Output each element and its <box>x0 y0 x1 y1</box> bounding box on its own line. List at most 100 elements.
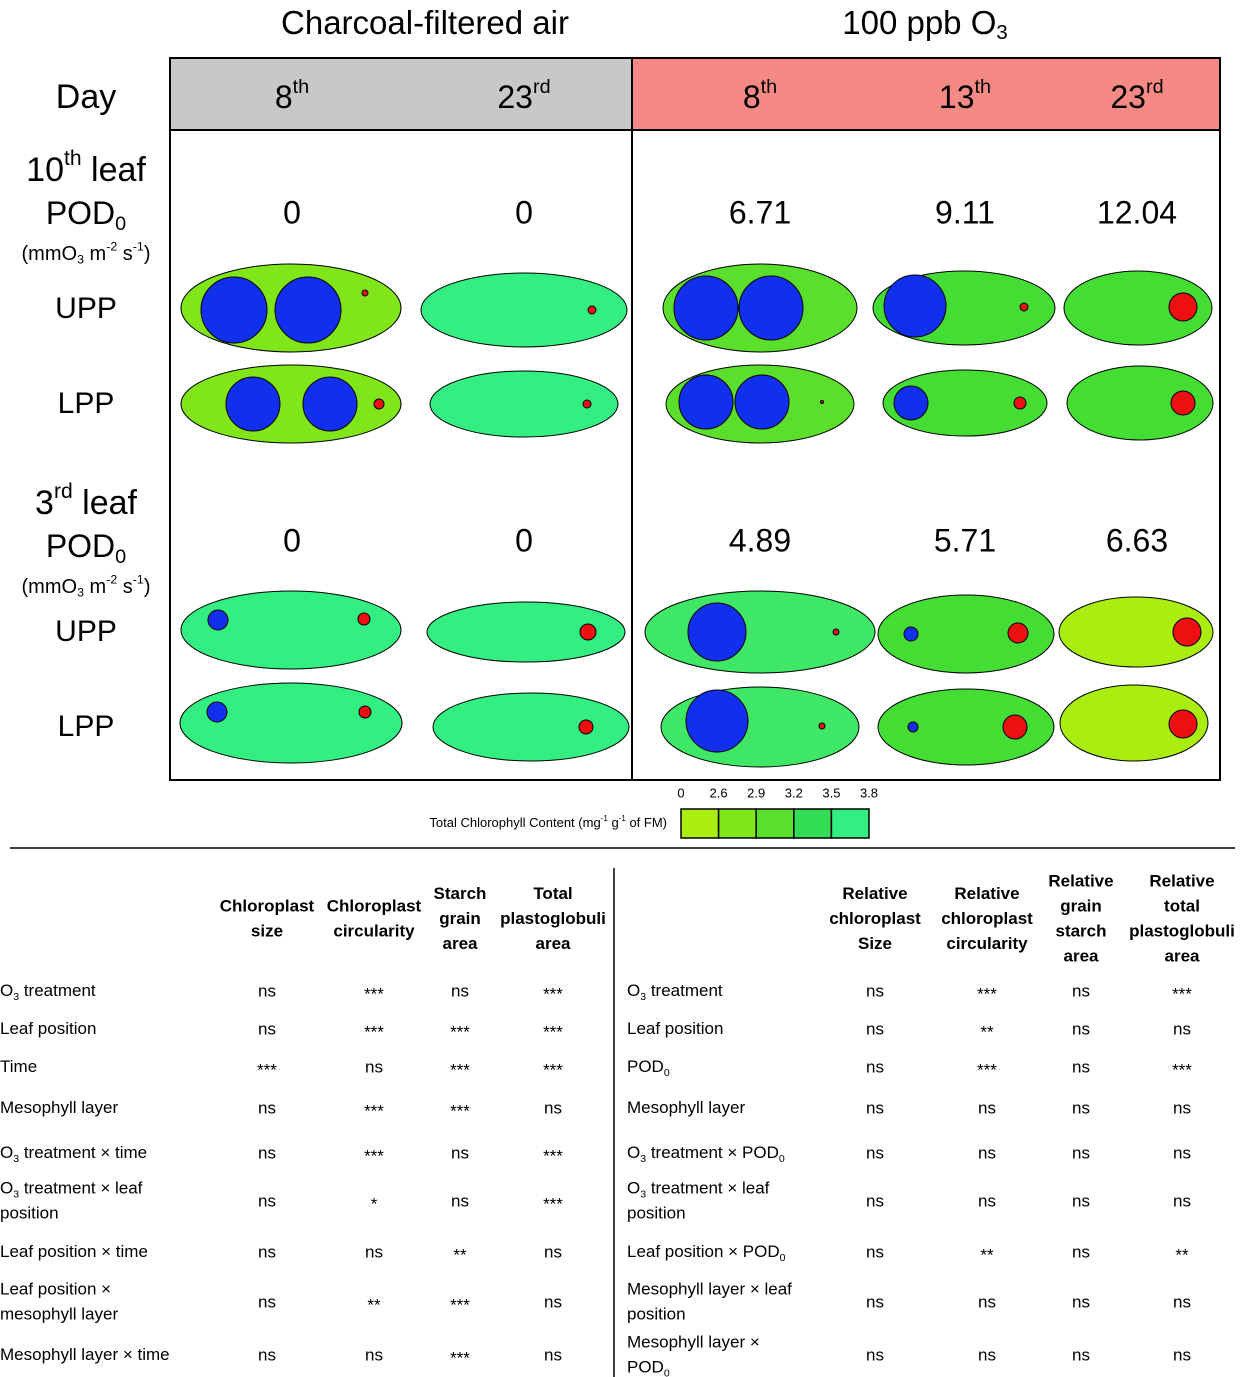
column-header: circularity <box>946 934 1028 953</box>
column-header: Relative <box>1149 872 1214 891</box>
starch-grain <box>739 276 803 340</box>
plastoglobuli <box>833 629 839 635</box>
pod-value: 0 <box>515 194 533 230</box>
significance: *** <box>450 1060 470 1079</box>
significance: *** <box>450 1348 470 1367</box>
pod-label-part: 0 <box>115 546 126 568</box>
row-label-part: mesophyll layer <box>0 1305 118 1324</box>
significance: ns <box>258 1242 276 1261</box>
column-header-part: Relative <box>1149 872 1214 891</box>
column-header: grain <box>439 909 481 928</box>
row-label-part: O <box>627 1179 640 1198</box>
significance: ns <box>365 1057 383 1076</box>
row-label-part: 0 <box>664 1067 670 1079</box>
pod-value: 4.89 <box>729 522 791 558</box>
significance: ns <box>866 1242 884 1261</box>
pod-value: 0 <box>283 194 301 230</box>
leaf-title-part: leaf <box>73 484 138 522</box>
starch-grain <box>303 377 357 431</box>
pod-unit-part: (mmO <box>22 243 78 265</box>
day-label-part: rd <box>533 76 551 98</box>
pod-unit: (mmO3 m-2 s-1) <box>22 573 151 600</box>
significance: ns <box>258 1345 276 1364</box>
row-label-part: Mesophyll layer <box>0 1098 118 1117</box>
significance: ns <box>1072 1098 1090 1117</box>
pod-unit-part: -1 <box>133 573 144 587</box>
column-header-part: total <box>1164 897 1200 916</box>
row-label: O3 treatment <box>0 981 96 1002</box>
starch-grain <box>908 722 918 732</box>
significance: ns <box>866 1191 884 1210</box>
plastoglobuli <box>1169 710 1197 738</box>
row-label-part: treatment <box>646 981 723 1000</box>
pod-unit: (mmO3 m-2 s-1) <box>22 240 151 267</box>
significance: ns <box>866 1019 884 1038</box>
starch-grain <box>679 375 733 429</box>
significance: ** <box>453 1245 467 1264</box>
row-label: Leaf position × time <box>0 1242 148 1261</box>
plastoglobuli <box>362 290 368 296</box>
colorbar-tick: 2.9 <box>747 785 765 800</box>
column-header: area <box>536 934 572 953</box>
group-title-part: 3 <box>996 22 1007 45</box>
row-label: position <box>0 1204 59 1223</box>
row-label-part: O <box>0 1143 13 1162</box>
pod-label-part: POD <box>46 195 115 231</box>
row-label: Leaf position × <box>0 1280 111 1299</box>
column-header: area <box>443 934 479 953</box>
starch-grain <box>201 277 267 343</box>
row-label-part: O <box>0 1179 13 1198</box>
significance: ** <box>1175 1245 1189 1264</box>
column-header-part: area <box>443 934 479 953</box>
starch-grain <box>686 690 748 752</box>
colorbar-label-part: g <box>608 815 619 830</box>
day-label-part: 13 <box>939 79 975 115</box>
leaf-title-part: 3 <box>35 484 54 522</box>
group-title-part: Charcoal-filtered air <box>281 4 569 41</box>
column-header-part: Relative <box>1048 872 1113 891</box>
significance: ns <box>1173 1098 1191 1117</box>
colorbar-tick: 3.5 <box>822 785 840 800</box>
significance: ns <box>1072 1242 1090 1261</box>
colorbar-tick: 3.2 <box>785 785 803 800</box>
column-header: Relative <box>842 884 907 903</box>
figure: Charcoal-filtered air100 ppb O3Day8th23r… <box>0 0 1254 1377</box>
row-label-part: treatment × leaf <box>646 1179 770 1198</box>
pod-value: 6.71 <box>729 194 791 230</box>
significance: ns <box>1072 1019 1090 1038</box>
row-label: Time <box>0 1057 37 1076</box>
pod-value: 0 <box>283 522 301 558</box>
significance: *** <box>543 1146 563 1165</box>
row-label-part: Mesophyll layer × time <box>0 1345 170 1364</box>
starch-grain <box>207 702 227 722</box>
column-header-part: chloroplast <box>941 909 1033 928</box>
row-label-part: Mesophyll layer × <box>627 1333 760 1352</box>
column-header: chloroplast <box>829 909 921 928</box>
significance: ns <box>258 1019 276 1038</box>
plastoglobuli <box>1171 391 1195 415</box>
leaf-title-part: leaf <box>82 151 147 189</box>
column-header: plastoglobuli <box>1129 922 1235 941</box>
significance: ns <box>544 1292 562 1311</box>
column-header-part: Relative <box>842 884 907 903</box>
row-label-part: O <box>627 981 640 1000</box>
row-label-part: Leaf position × time <box>0 1242 148 1261</box>
column-header: starch <box>1055 922 1106 941</box>
starch-grain <box>208 610 228 630</box>
starch-grain <box>674 276 738 340</box>
row-label: position <box>627 1204 686 1223</box>
column-header-part: chloroplast <box>829 909 921 928</box>
column-header: Relative <box>954 884 1019 903</box>
layer-label: LPP <box>58 387 115 420</box>
column-header-part: grain <box>439 909 481 928</box>
row-label-part: position <box>627 1204 686 1223</box>
pod-value: 0 <box>515 522 533 558</box>
day-label-part: 8 <box>743 79 761 115</box>
significance: ns <box>258 981 276 1000</box>
row-label-part: POD <box>627 1057 664 1076</box>
pod-unit-part: s <box>117 243 133 265</box>
significance: ns <box>978 1098 996 1117</box>
column-header-part: size <box>251 922 283 941</box>
row-label: POD0 <box>627 1358 670 1377</box>
colorbar-segment <box>831 809 869 838</box>
